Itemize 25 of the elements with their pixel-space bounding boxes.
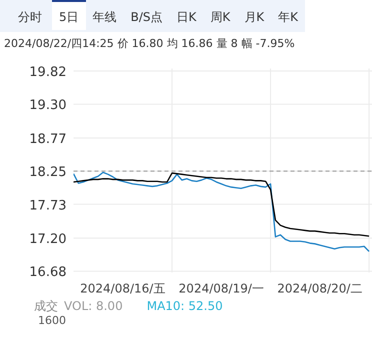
text: 月K: [243, 9, 266, 26]
text: 1600: [37, 314, 67, 328]
text: VOL: 8.00: [64, 299, 123, 313]
text: 日K: [176, 9, 198, 26]
text: 成交: [34, 299, 58, 313]
x-tick-label: 2024/08/20/二: [277, 282, 362, 296]
y-tick-label: 18.77: [29, 132, 66, 147]
text: 年K: [277, 9, 300, 26]
x-tick-label: 2024/08/16/五: [80, 282, 166, 296]
line-series: [74, 172, 370, 252]
text: 周K: [209, 9, 232, 26]
y-tick-label: 18.25: [29, 165, 66, 180]
text: 5日: [52, 0, 86, 30]
text: MA10: 52.50: [146, 299, 223, 313]
text: 分时: [17, 9, 43, 26]
text: 年线: [92, 9, 118, 26]
chart-title: 2024/08/22/四14:25 价 16.80 均 16.86 量 8 幅 -7.95%: [3, 36, 296, 52]
text: B/S点: [130, 9, 164, 26]
y-tick-label: 17.73: [29, 198, 66, 214]
y-tick-label: 19.30: [29, 98, 66, 114]
y-tick-label: 17.20: [29, 232, 66, 248]
line-series: [74, 172, 370, 237]
x-tick-label: 2024/08/19/一: [178, 282, 264, 296]
y-tick-label: 16.68: [29, 265, 66, 280]
y-tick-label: 19.82: [29, 65, 66, 80]
